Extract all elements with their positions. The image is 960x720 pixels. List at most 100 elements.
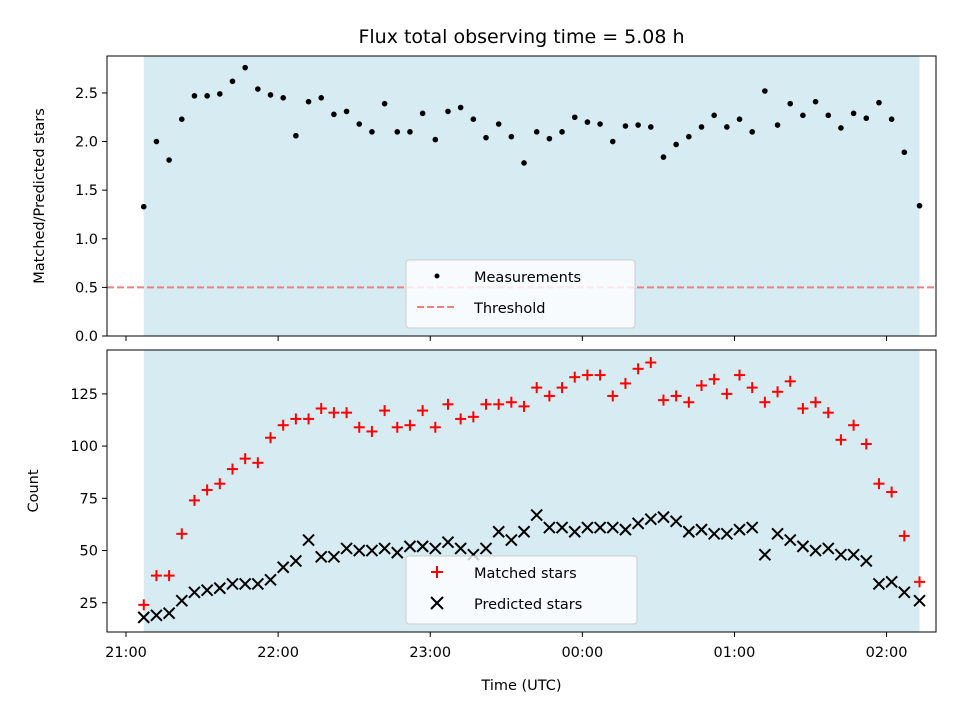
x-axis-label: Time (UTC) — [480, 678, 561, 694]
matched-star-point — [315, 402, 327, 414]
matched-star-point — [341, 407, 353, 419]
y-tick-label: 50 — [80, 544, 98, 560]
measurement-point — [800, 112, 806, 119]
measurement-point — [191, 93, 198, 99]
measurement-point — [546, 135, 553, 142]
legend-matched-marker — [431, 566, 443, 578]
predicted-star-point — [593, 521, 607, 534]
predicted-star-point — [847, 548, 860, 561]
matched-star-point — [366, 425, 378, 437]
predicted-star-point — [720, 527, 734, 541]
measurement-point — [597, 121, 603, 127]
bottom-y-ticks: 25 50 75 100 125 — [70, 387, 107, 612]
measurement-point — [863, 115, 870, 122]
matched-star-point — [290, 413, 302, 425]
matched-star-point — [569, 371, 581, 383]
matched-star-point — [581, 369, 593, 381]
x-tick-label: 02:00 — [866, 645, 908, 661]
predicted-star-point — [822, 542, 835, 555]
matched-star-point — [493, 398, 505, 410]
legend-predicted-marker — [430, 596, 444, 610]
y-tick-label: 100 — [70, 439, 98, 455]
predicted-star-point — [834, 548, 848, 561]
measurement-point — [381, 100, 388, 107]
matched-star-point — [670, 390, 682, 402]
matched-star-point — [467, 411, 479, 423]
y-tick-label: 75 — [80, 491, 98, 507]
measurement-point — [774, 122, 781, 128]
matched-star-point — [835, 434, 847, 446]
matched-star-point — [303, 413, 315, 425]
matched-star-point — [594, 369, 606, 381]
predicted-star-point — [530, 508, 543, 522]
measurement-point — [888, 116, 895, 122]
predicted-star-point — [315, 550, 328, 564]
measurement-point — [267, 92, 274, 98]
matched-star-point — [214, 478, 226, 490]
measurement-point — [838, 125, 844, 131]
predicted-star-point — [872, 577, 886, 591]
measurement-point — [521, 160, 527, 166]
matched-star-point — [708, 373, 720, 385]
measurement-point — [686, 133, 692, 140]
predicted-star-point — [505, 533, 518, 547]
measurement-point — [483, 134, 489, 141]
matched-star-point — [138, 599, 150, 611]
predicted-star-point — [809, 544, 822, 557]
chart-title: Flux total observing time = 5.08 h — [358, 26, 684, 48]
matched-star-point — [695, 380, 707, 392]
matched-star-point — [848, 419, 860, 431]
predicted-star-point — [416, 540, 429, 553]
measurement-point — [660, 154, 667, 160]
predicted-star-point — [137, 611, 150, 624]
bottom-legend-box — [405, 555, 638, 625]
measurement-point — [647, 124, 654, 130]
predicted-star-point — [251, 577, 265, 591]
measurement-point — [217, 91, 223, 97]
predicted-star-point — [213, 581, 227, 595]
matched-star-point — [150, 570, 162, 582]
matched-star-points — [138, 357, 926, 611]
predicted-star-point — [885, 575, 898, 589]
measurement-point — [178, 116, 185, 122]
matched-star-point — [683, 396, 695, 408]
measurement-point — [711, 112, 717, 119]
measurement-point — [470, 116, 477, 122]
matched-star-point — [810, 396, 822, 408]
predicted-star-point — [340, 542, 353, 555]
predicted-star-point — [391, 546, 404, 559]
predicted-star-point — [745, 521, 759, 534]
x-tick-label: 00:00 — [561, 645, 603, 661]
measurement-point — [622, 123, 629, 129]
predicted-star-point — [898, 586, 911, 599]
matched-star-point — [914, 576, 926, 588]
predicted-star-point — [555, 521, 569, 534]
measurement-point — [255, 86, 261, 92]
predicted-star-point — [238, 577, 252, 591]
predicted-star-point — [796, 540, 810, 553]
top-legend: Measurements Threshold — [405, 259, 636, 329]
matched-star-point — [784, 375, 796, 387]
predicted-star-point — [682, 525, 696, 538]
matched-star-point — [455, 413, 467, 425]
predicted-star-point — [454, 542, 467, 555]
measurement-point — [445, 108, 451, 115]
measurement-point — [166, 157, 172, 163]
measurement-point — [571, 114, 578, 121]
matched-star-point — [404, 419, 416, 431]
matched-star-point — [873, 478, 885, 490]
matched-star-point — [379, 405, 391, 417]
matched-star-point — [886, 486, 898, 498]
y-tick-label: 2.5 — [75, 86, 98, 102]
measurement-point — [901, 149, 908, 156]
predicted-star-point — [619, 523, 632, 536]
predicted-star-point — [568, 525, 581, 538]
top-x-ticks — [125, 336, 888, 341]
predicted-star-point — [479, 542, 493, 555]
predicted-star-point — [669, 515, 683, 528]
predicted-star-point — [403, 540, 417, 553]
matched-star-point — [531, 382, 543, 394]
bottom-x-ticks: 21:00 22:00 23:00 00:00 01:00 02:00 — [105, 632, 907, 661]
y-tick-label: 1.0 — [75, 232, 98, 248]
